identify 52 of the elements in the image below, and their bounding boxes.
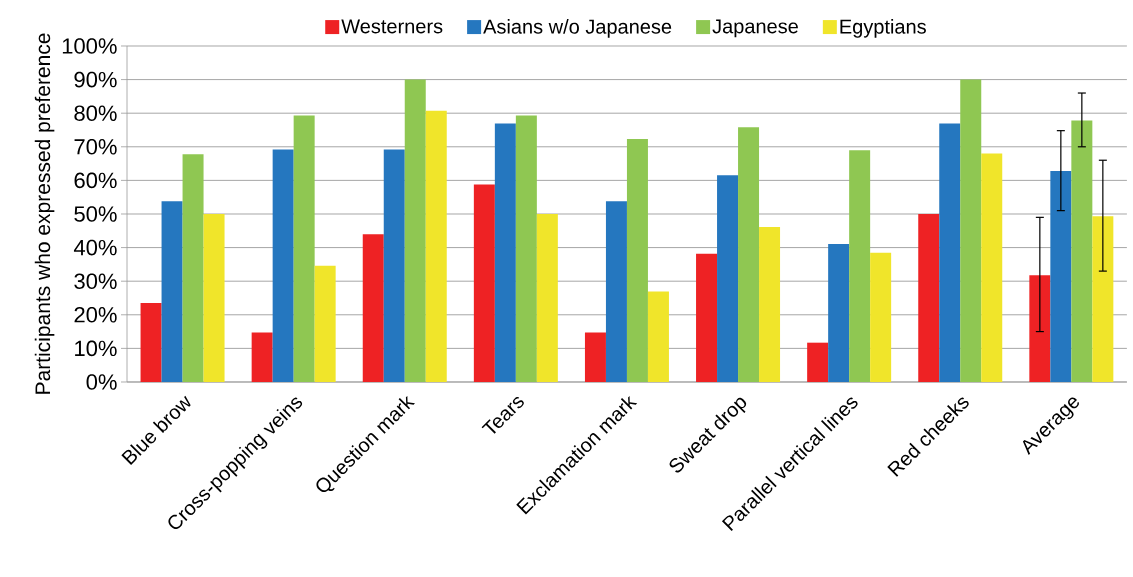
bar — [1029, 275, 1051, 382]
y-tick-label: 0% — [86, 374, 117, 390]
bar — [1092, 216, 1114, 382]
y-tick-label: 100% — [62, 38, 117, 54]
bar — [647, 291, 669, 382]
bar — [203, 213, 225, 382]
y-tick-label: 20% — [74, 306, 117, 323]
bar — [494, 123, 516, 382]
bar — [140, 303, 162, 382]
bar — [939, 123, 961, 382]
legend-label: Egyptians — [840, 19, 926, 38]
bar — [828, 243, 850, 382]
bar — [425, 110, 447, 382]
bar — [362, 234, 384, 382]
y-tick-label: 30% — [74, 273, 117, 289]
bar — [717, 175, 739, 382]
bar — [251, 332, 273, 382]
bar — [918, 213, 940, 382]
bar — [383, 149, 405, 382]
y-tick-label: 60% — [74, 172, 117, 189]
bar — [759, 227, 781, 382]
bar — [584, 332, 606, 382]
bar — [272, 149, 294, 382]
y-tick-label: 40% — [73, 239, 117, 256]
bar — [473, 184, 495, 382]
y-tick-label: 10% — [75, 340, 117, 357]
bar — [960, 79, 982, 382]
bar — [314, 265, 336, 382]
y-tick-label: 80% — [74, 105, 117, 121]
bar — [1071, 120, 1093, 382]
bar — [404, 79, 426, 382]
bar — [515, 115, 537, 382]
bar — [605, 201, 627, 382]
bar — [981, 153, 1003, 382]
bar — [293, 115, 315, 382]
bar — [870, 252, 892, 382]
bar — [849, 150, 871, 382]
y-axis-title: Participants who expressed preference — [34, 33, 55, 394]
legend-label: Asians w/o Japanese — [483, 19, 672, 38]
bar — [696, 253, 718, 382]
bar — [626, 139, 648, 382]
y-tick-label: 50% — [74, 206, 117, 222]
bar — [1050, 170, 1072, 382]
bar — [807, 342, 829, 382]
legend-label: Japanese — [712, 19, 798, 38]
bar — [738, 127, 760, 382]
bar — [536, 213, 558, 382]
bar — [182, 154, 204, 382]
y-tick-label: 90% — [74, 71, 117, 88]
legend-label: Westerners — [341, 19, 443, 34]
bar — [161, 201, 183, 382]
y-tick-label: 70% — [74, 138, 117, 155]
